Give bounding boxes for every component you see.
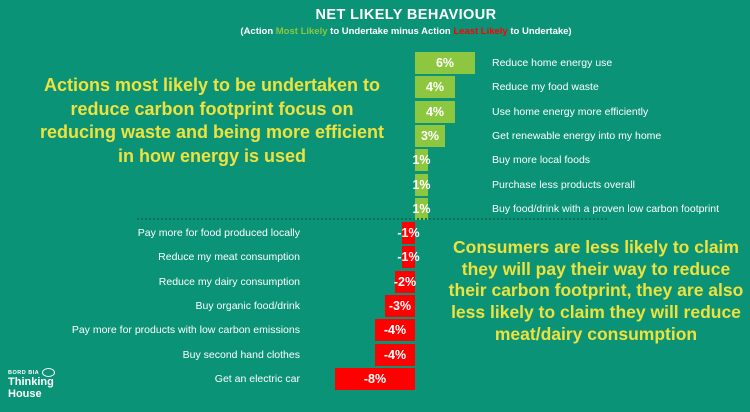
subtitle-text: (Action xyxy=(240,26,276,37)
bar-row: 3% Get renewable energy into my home xyxy=(0,124,750,147)
positive-bar: 1% xyxy=(412,197,431,220)
subtitle-most-likely: Most Likely xyxy=(275,26,328,37)
bar-value-label: 1% xyxy=(412,153,431,168)
bar-row: -1% Pay more for food produced locally xyxy=(0,222,750,245)
negative-bar: -8% xyxy=(335,367,415,390)
positive-bar: 4% xyxy=(415,100,455,123)
bar-value-label: 1% xyxy=(412,201,431,216)
category-label: Pay more for products with low carbon em… xyxy=(71,324,300,337)
positive-bar: 1% xyxy=(412,149,431,172)
category-label: Buy organic food/drink xyxy=(195,300,300,312)
category-label: Reduce my food waste xyxy=(492,81,599,94)
logo-thinking-text: Thinking xyxy=(8,376,54,388)
positive-bar: 1% xyxy=(412,173,431,196)
subtitle-least-likely: Least Likely xyxy=(453,26,508,37)
category-label: Get an electric car xyxy=(214,372,300,385)
annotation-positive-takeaway: Actions most likely to be undertaken to … xyxy=(39,75,385,166)
category-label: Reduce my dairy consumption xyxy=(158,275,300,288)
bar-value-label: 4% xyxy=(425,104,445,119)
bar-value-label: 1% xyxy=(412,177,431,192)
negative-bar: -3% xyxy=(385,295,415,317)
bar-value-label: 4% xyxy=(425,80,445,95)
subtitle-text: to Undertake minus Action xyxy=(327,26,454,37)
bar-value-label: -8% xyxy=(363,371,387,386)
positive-bar: 4% xyxy=(415,76,455,99)
bar-row: 1% Purchase less products overall xyxy=(0,173,750,196)
bar-row: 6% Reduce home energy use xyxy=(0,52,750,74)
annotation-negative-takeaway: Consumers are less likely to claim they … xyxy=(448,237,744,344)
category-label: Reduce my meat consumption xyxy=(158,251,300,264)
positive-bar: 3% xyxy=(415,124,445,147)
bar-value-label: -4% xyxy=(383,323,407,338)
bar-value-label: -3% xyxy=(388,299,412,313)
bar-row: 4% Use home energy more efficiently xyxy=(0,100,750,123)
category-label: Buy food/drink with a proven low carbon … xyxy=(492,202,720,215)
negative-bar: -1% xyxy=(397,246,420,269)
bar-row: -3% Buy organic food/drink xyxy=(0,295,750,317)
bar-row: -4% Buy second hand clothes xyxy=(0,343,750,366)
bar-value-label: -1% xyxy=(397,226,420,241)
bar-row: -8% Get an electric car xyxy=(0,367,750,390)
bar-value-label: -4% xyxy=(383,347,407,362)
category-label: Use home energy more efficiently xyxy=(492,105,649,118)
category-label: Buy more local foods xyxy=(492,154,591,167)
logo-brand-row: BORD BIA xyxy=(8,368,56,377)
chart-header: NET LIKELY BEHAVIOUR (Action Most Likely… xyxy=(0,7,750,37)
negative-bar: -1% xyxy=(397,222,420,245)
negative-bar: -4% xyxy=(375,319,415,342)
category-label: Get renewable energy into my home xyxy=(492,129,662,142)
bar-row: 1% Buy food/drink with a proven low carbo… xyxy=(0,197,750,220)
bar-value-label: -2% xyxy=(393,274,417,289)
logo-house-text: House xyxy=(8,387,42,400)
subtitle-text: to Undertake) xyxy=(507,26,572,37)
page-title: NET LIKELY BEHAVIOUR xyxy=(315,7,497,23)
zero-baseline-divider xyxy=(137,218,607,220)
bord-bia-logo: BORD BIA Thinking House xyxy=(8,368,56,400)
category-label: Purchase less products overall xyxy=(492,178,635,191)
logo-brand-text: BORD BIA xyxy=(8,369,40,376)
category-label: Reduce home energy use xyxy=(492,57,613,69)
chart-subtitle: (Action Most Likely to Undertake minus A… xyxy=(62,26,750,37)
positive-bar: 6% xyxy=(415,52,475,74)
bar-value-label: 6% xyxy=(435,56,455,70)
negative-bar: -4% xyxy=(375,343,415,366)
bar-value-label: -1% xyxy=(397,250,420,265)
bar-row: 1% Buy more local foods xyxy=(0,149,750,172)
bar-row: 4% Reduce my food waste xyxy=(0,76,750,99)
bar-row: -2% Reduce my dairy consumption xyxy=(0,270,750,293)
bar-row: -1% Reduce my meat consumption xyxy=(0,246,750,269)
bar-row: -4% Pay more for products with low carbon… xyxy=(0,319,750,342)
negative-bar: -2% xyxy=(393,270,417,293)
logo-oval-icon xyxy=(42,368,56,377)
category-label: Buy second hand clothes xyxy=(182,348,300,361)
bar-value-label: 3% xyxy=(420,128,440,143)
category-label: Pay more for food produced locally xyxy=(137,227,300,240)
